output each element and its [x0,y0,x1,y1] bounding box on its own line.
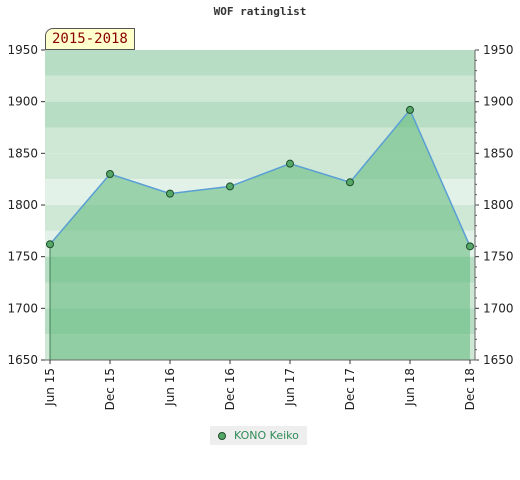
y-tick-label-left: 1700 [7,301,38,315]
chart-title: WOF ratinglist [213,5,307,18]
x-tick-label: Dec 18 [463,368,477,410]
x-tick-label: Dec 15 [103,368,117,410]
y-tick-label-right: 1900 [483,95,514,109]
y-tick-label-right: 1700 [483,301,514,315]
x-tick-label: Dec 17 [343,368,357,410]
data-point [46,240,54,249]
x-tick-label: Dec 16 [223,368,237,410]
series-line [49,108,471,247]
data-point [106,170,114,178]
legend[interactable]: KONO Keiko [210,426,307,445]
y-tick-label-left: 1900 [7,95,38,109]
data-point [466,242,474,251]
x-tick-label: Jun 18 [403,368,417,407]
x-tick-label: Jun 15 [43,368,57,407]
y-tick-label-right: 1800 [483,198,514,212]
y-tick-label-left: 1800 [7,198,38,212]
legend-label: KONO Keiko [234,429,299,442]
legend-marker-icon [218,431,226,440]
y-tick-label-left: 1950 [7,43,38,57]
data-point [346,178,354,187]
y-tick-label-right: 1750 [483,250,514,264]
x-tick-label: Jun 17 [283,368,297,407]
y-tick-label-left: 1850 [7,146,38,160]
data-point [406,105,414,114]
y-tick-label-left: 1650 [7,353,38,367]
data-point [286,159,294,168]
y-tick-label-right: 1950 [483,43,514,57]
data-point [226,182,234,191]
y-tick-label-right: 1850 [483,146,514,160]
y-tick-label-right: 1650 [483,353,514,367]
period-badge: 2015-2018 [45,28,135,50]
data-point [166,189,174,198]
x-tick-label: Jun 16 [163,368,177,407]
grid-band [45,50,475,76]
grid-band [45,75,475,102]
series-area [50,109,470,360]
y-tick-label-left: 1750 [7,250,38,264]
